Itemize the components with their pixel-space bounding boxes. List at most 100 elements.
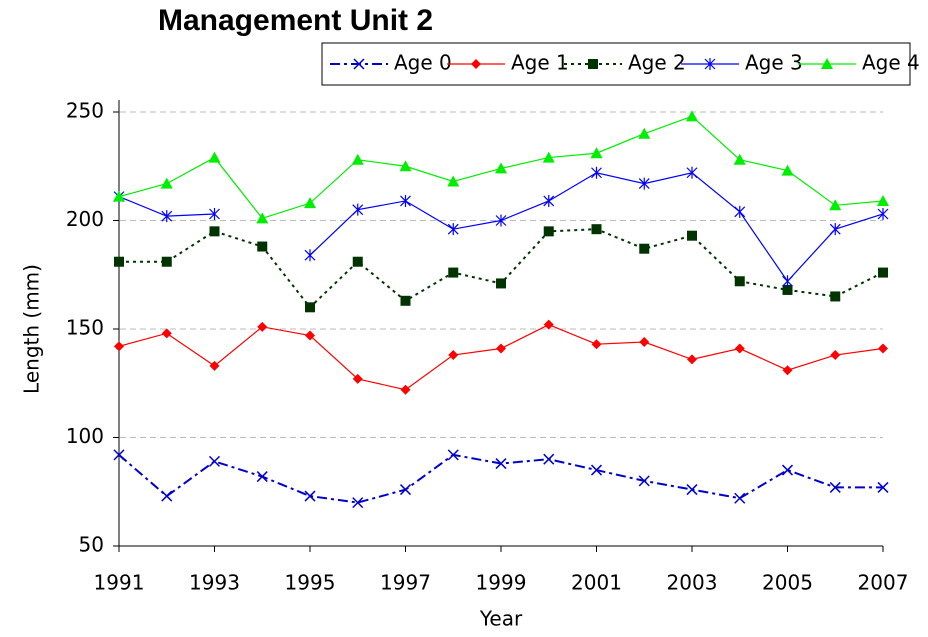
x-tick-label: 1995 — [285, 571, 336, 595]
marker — [495, 458, 507, 470]
marker — [257, 241, 268, 252]
x-tick-label: 2001 — [571, 571, 622, 595]
marker — [352, 497, 364, 509]
marker — [734, 343, 745, 354]
marker — [304, 490, 316, 502]
y-tick-label: 50 — [79, 533, 104, 557]
marker — [304, 249, 316, 262]
marker — [782, 275, 793, 288]
x-tick-label: 1997 — [380, 571, 431, 595]
marker — [257, 321, 268, 332]
marker — [687, 354, 697, 365]
marker — [495, 214, 507, 227]
marker — [113, 190, 125, 202]
marker — [877, 194, 889, 206]
marker — [114, 256, 124, 267]
marker — [877, 207, 889, 220]
marker — [305, 330, 315, 341]
x-tick-label: 1993 — [189, 571, 240, 595]
marker — [686, 166, 698, 179]
marker — [114, 341, 124, 352]
legend-label: Age 2 — [628, 51, 686, 75]
marker — [399, 160, 412, 172]
marker — [543, 453, 555, 465]
marker — [704, 58, 716, 70]
series-line — [119, 228, 884, 309]
marker — [734, 492, 746, 504]
marker — [733, 153, 746, 165]
x-axis-title: Year — [479, 607, 523, 631]
marker — [591, 224, 602, 235]
x-tick-label: 2007 — [858, 571, 909, 595]
y-axis-title: Length (mm) — [20, 264, 44, 394]
marker — [353, 58, 365, 70]
marker — [161, 490, 173, 502]
marker — [448, 267, 459, 278]
marker — [400, 384, 411, 395]
marker — [638, 475, 650, 487]
y-tick-label: 150 — [66, 316, 104, 340]
marker — [877, 481, 889, 493]
x-tick-label: 2005 — [762, 571, 813, 595]
marker — [829, 481, 841, 493]
marker — [782, 284, 793, 295]
marker — [208, 455, 221, 467]
marker — [638, 127, 651, 139]
marker — [542, 151, 555, 163]
marker — [305, 302, 315, 313]
marker — [161, 256, 172, 267]
series-line — [118, 453, 883, 504]
marker — [400, 295, 411, 306]
marker — [496, 343, 506, 354]
marker — [471, 59, 481, 69]
series-line — [118, 172, 884, 283]
legend-label: Age 0 — [394, 51, 452, 75]
marker — [304, 197, 316, 209]
marker — [734, 205, 746, 218]
marker — [209, 207, 220, 220]
marker — [160, 177, 173, 189]
marker — [830, 291, 841, 302]
marker — [543, 226, 554, 237]
marker — [590, 147, 603, 159]
marker — [686, 110, 698, 122]
x-tick-label: 1999 — [476, 571, 527, 595]
marker — [208, 151, 221, 163]
marker — [352, 256, 363, 267]
marker — [351, 153, 364, 165]
marker — [400, 194, 411, 207]
x-tick-label: 1991 — [94, 571, 145, 595]
marker — [447, 175, 460, 187]
marker — [399, 484, 412, 496]
marker — [113, 449, 125, 461]
marker — [161, 328, 172, 339]
marker — [878, 343, 888, 354]
marker — [638, 177, 650, 190]
marker — [495, 162, 507, 174]
y-tick-label: 200 — [66, 207, 104, 231]
x-tick-label: 2003 — [667, 571, 718, 595]
marker — [543, 319, 554, 330]
marker — [447, 449, 459, 461]
y-tick-label: 250 — [66, 99, 104, 123]
marker — [639, 337, 650, 348]
y-tick-label: 100 — [66, 424, 104, 448]
marker — [588, 59, 598, 69]
marker — [829, 223, 841, 236]
marker — [686, 484, 698, 496]
marker — [447, 223, 459, 236]
marker — [256, 212, 269, 224]
marker — [782, 365, 793, 376]
marker — [448, 350, 459, 361]
legend-label: Age 1 — [511, 51, 569, 75]
marker — [878, 267, 888, 278]
marker — [591, 339, 602, 350]
marker — [256, 471, 268, 483]
marker — [209, 360, 220, 371]
marker — [781, 464, 794, 476]
marker — [543, 194, 555, 207]
marker — [687, 230, 697, 241]
marker — [209, 226, 220, 237]
marker — [352, 203, 364, 216]
